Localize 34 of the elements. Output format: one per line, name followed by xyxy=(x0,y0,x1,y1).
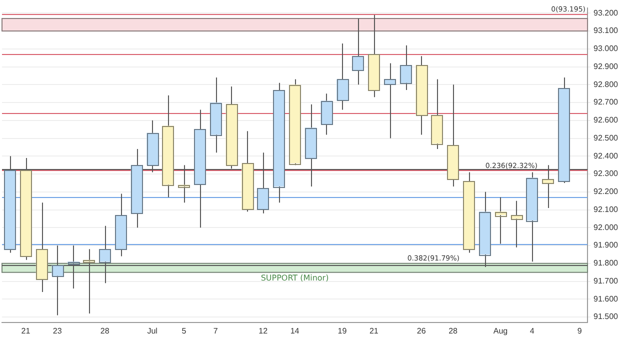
y-tick-label: 91.700 xyxy=(594,276,619,286)
x-tick-label: 21 xyxy=(369,326,379,336)
x-tick-label: 28 xyxy=(100,326,110,336)
x-tick-label: 7 xyxy=(213,326,218,336)
y-tick-label: 93.200 xyxy=(594,8,619,18)
y-tick-label: 92.700 xyxy=(594,98,619,107)
y-tick-label: 92.000 xyxy=(594,222,619,232)
y-tick-label: 92.500 xyxy=(594,133,619,142)
x-tick-label: Aug xyxy=(493,326,508,336)
y-tick-label: 92.800 xyxy=(594,80,619,89)
y-tick-label: 92.400 xyxy=(594,151,619,160)
y-tick-label: 92.300 xyxy=(594,169,619,178)
y-tick-label: 91.600 xyxy=(594,294,619,304)
y-tick-label: 92.900 xyxy=(594,62,619,71)
x-tick-label: 28 xyxy=(448,326,458,336)
y-tick-label: 92.600 xyxy=(594,116,619,125)
x-tick-label: Jul xyxy=(147,326,158,336)
x-tick-label: 23 xyxy=(52,326,62,336)
x-tick-label: 26 xyxy=(416,326,426,336)
band-label: SUPPORT (Minor) xyxy=(260,273,329,282)
y-tick-label: 93.000 xyxy=(594,44,619,54)
x-tick-label: 4 xyxy=(530,326,535,336)
y-tick-label: 92.100 xyxy=(594,204,619,214)
x-tick-label: 12 xyxy=(258,326,268,336)
y-tick-label: 91.500 xyxy=(594,312,619,322)
y-tick-label: 91.800 xyxy=(594,258,619,268)
x-tick-label: 19 xyxy=(338,326,348,336)
y-tick-label: 92.200 xyxy=(594,187,619,196)
y-tick-label: 91.900 xyxy=(594,240,619,250)
x-tick-label: 9 xyxy=(577,326,582,336)
x-tick-label: 5 xyxy=(182,326,187,336)
y-tick-label: 93.100 xyxy=(594,26,619,36)
x-tick-label: 14 xyxy=(290,326,300,336)
x-tick-label: 21 xyxy=(21,326,31,336)
